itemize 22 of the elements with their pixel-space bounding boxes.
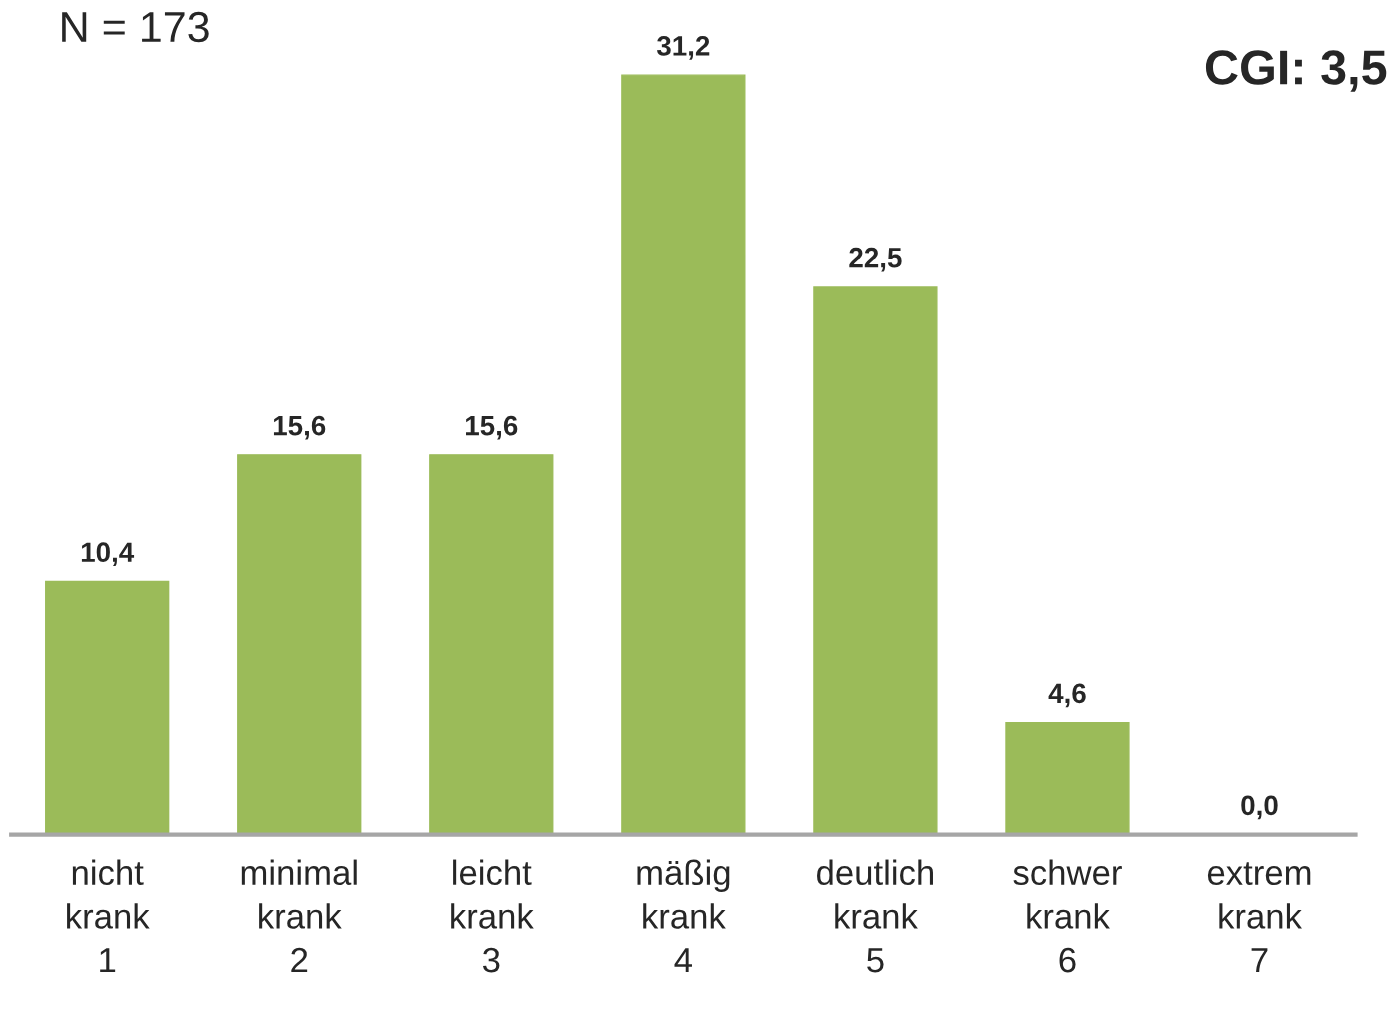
data-label: 0,0: [1241, 795, 1278, 820]
x-tick-label: nicht krank 1: [67, 859, 150, 973]
chart-title: N = 173: [62, 11, 209, 43]
data-label: 31,2: [656, 36, 710, 60]
bar: [1005, 721, 1130, 835]
bar: [45, 580, 170, 835]
data-label: 15,6: [273, 415, 326, 440]
x-tick-label: mäßig krank 4: [637, 859, 730, 973]
x-tick-label: schwer krank 6: [1013, 859, 1122, 973]
annotation: CGI: 3,5: [1205, 50, 1387, 92]
bar: [429, 454, 554, 835]
data-label: 10,4: [81, 542, 135, 567]
x-tick-label: extrem krank 7: [1207, 862, 1311, 973]
data-label: 22,5: [849, 247, 902, 272]
data-label: 15,6: [466, 415, 518, 440]
bar: [621, 74, 746, 835]
bar: [813, 286, 938, 835]
bar: [237, 454, 362, 835]
data-label: 4,6: [1048, 683, 1086, 708]
x-tick-label: leicht krank 3: [451, 859, 534, 973]
x-tick-label: minimal krank 2: [241, 859, 357, 973]
x-tick-label: deutlich krank 5: [817, 859, 933, 973]
